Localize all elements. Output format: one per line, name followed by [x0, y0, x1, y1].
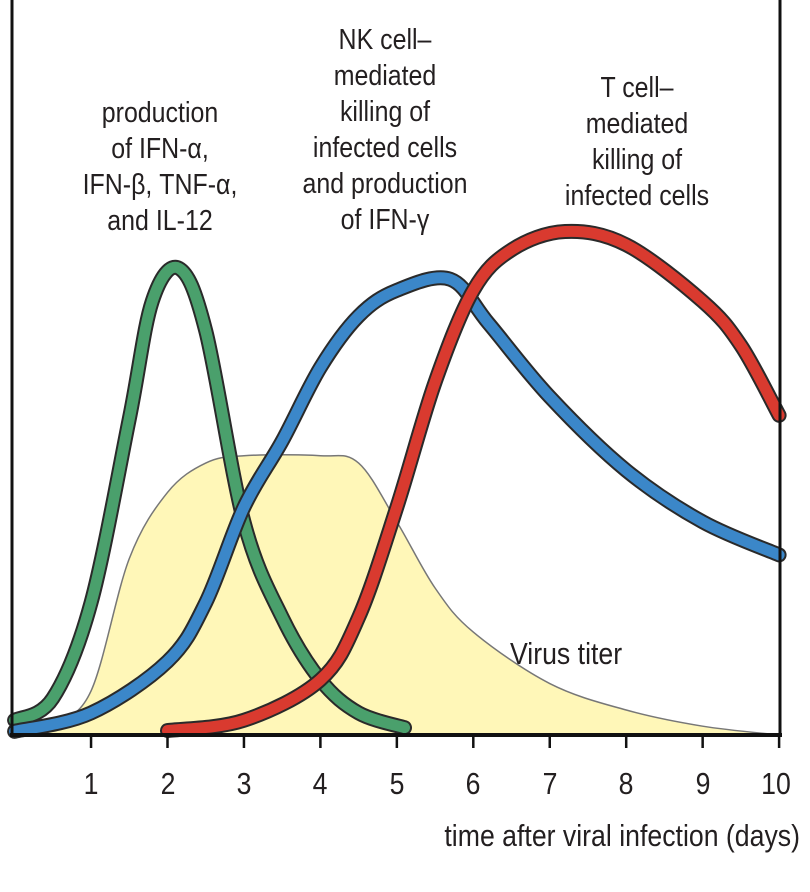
x-tick-label: 7: [542, 766, 558, 801]
annotation-line: T cell–: [600, 72, 674, 104]
x-tick-label: 4: [312, 766, 328, 801]
annotation-t-cell: T cell– mediated killing of infected cel…: [534, 70, 740, 214]
virus-titer-label: Virus titer: [510, 636, 623, 671]
annotation-line: of IFN-α,: [111, 133, 209, 165]
annotation-line: mediated: [585, 108, 689, 140]
annotation-nk-cell: NK cell– mediated killing of infected ce…: [273, 22, 497, 238]
x-tick-label: 2: [160, 766, 175, 801]
annotation-line: mediated: [333, 60, 437, 92]
annotation-line: and production: [302, 168, 468, 200]
annotation-line: killing of: [591, 144, 683, 176]
series-line-3: [162, 225, 785, 737]
annotation-line: killing of: [339, 96, 431, 128]
x-tick-label: 6: [465, 766, 481, 801]
annotation-line: NK cell–: [338, 24, 432, 56]
annotation-innate-cytokines: production of IFN-α, IFN-β, TNF-α, and I…: [57, 95, 263, 239]
annotation-line: and IL-12: [107, 205, 213, 237]
x-tick-label: 10: [761, 766, 791, 801]
virus-titer-area: [14, 454, 780, 735]
x-tick-label: 9: [695, 766, 711, 801]
series-line-2: [9, 272, 785, 737]
annotation-line: production: [101, 97, 219, 129]
x-tick-label: 1: [83, 766, 99, 801]
annotation-line: infected cells: [564, 180, 710, 212]
x-tick-label: 8: [618, 766, 634, 801]
x-axis-title: time after viral infection (days): [444, 818, 800, 853]
x-tick-label: 5: [389, 766, 405, 801]
annotation-line: infected cells: [312, 132, 458, 164]
annotation-line: IFN-β, TNF-α,: [82, 169, 238, 201]
series-line-1: [9, 261, 410, 734]
annotation-line: of IFN-γ: [340, 204, 430, 236]
virus-titer-outline: [14, 454, 780, 736]
x-tick-label: 3: [236, 766, 252, 801]
